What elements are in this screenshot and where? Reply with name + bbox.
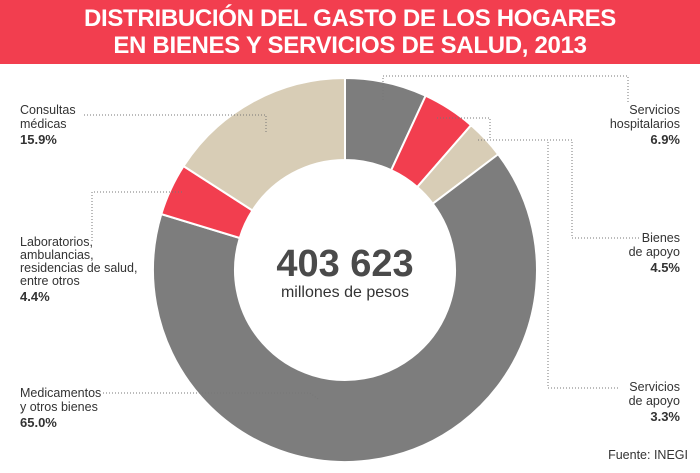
percent-label: 4.4%	[20, 289, 50, 304]
label-line: de apoyo	[629, 245, 680, 259]
label-line: Laboratorios,	[20, 235, 93, 249]
leader-laboratorios	[91, 191, 182, 242]
label-line: médicas	[20, 117, 67, 131]
label-line: Servicios	[629, 103, 680, 117]
slice-label-consultas-medicas: Consultas médicas 15.9%	[20, 103, 76, 147]
label-line: y otros bienes	[20, 400, 98, 414]
label-line: de apoyo	[629, 394, 680, 408]
label-line: Medicamentos	[20, 386, 101, 400]
percent-label: 3.3%	[650, 409, 680, 424]
label-line: Consultas	[20, 103, 76, 117]
slice-label-servicios-hospitalarios: Servicios hospitalarios 6.9%	[610, 103, 681, 147]
leader-lines	[82, 75, 640, 400]
percent-label: 65.0%	[20, 415, 57, 430]
label-line: ambulancias,	[20, 248, 94, 262]
center-total-unit: millones de pesos	[281, 284, 409, 301]
label-line: residencias de salud,	[20, 261, 137, 275]
label-line: Servicios	[629, 380, 680, 394]
label-line: entre otros	[20, 274, 80, 288]
chart-title-line-1: DISTRIBUCIÓN DEL GASTO DE LOS HOGARES	[83, 5, 617, 32]
slice-consultas-medicas	[182, 76, 346, 212]
donut-slices	[152, 76, 538, 463]
slice-label-bienes-de-apoyo: Bienes de apoyo 4.5%	[629, 231, 681, 275]
slice-label-servicios-de-apoyo: Servicios de apoyo 3.3%	[629, 380, 681, 424]
source-note: Fuente: INEGI	[608, 448, 688, 462]
center-total-value: 403 623	[276, 243, 413, 285]
slice-medicamentos	[152, 152, 538, 463]
slice-label-laboratorios: Laboratorios, ambulancias, residencias d…	[20, 235, 137, 304]
slice-label-medicamentos: Medicamentos y otros bienes 65.0%	[20, 386, 101, 430]
leader-medicamentos	[102, 392, 319, 400]
percent-label: 6.9%	[650, 132, 680, 147]
label-line: hospitalarios	[610, 117, 680, 131]
label-line: Bienes	[642, 231, 680, 245]
percent-label: 15.9%	[20, 132, 57, 147]
chart-title-line-2: EN BIENES Y SERVICIOS DE SALUD, 2013	[113, 32, 587, 59]
percent-label: 4.5%	[650, 260, 680, 275]
leader-servicios-hospitalarios	[382, 75, 629, 102]
chart-title: DISTRIBUCIÓN DEL GASTO DE LOS HOGARES EN…	[0, 0, 700, 64]
